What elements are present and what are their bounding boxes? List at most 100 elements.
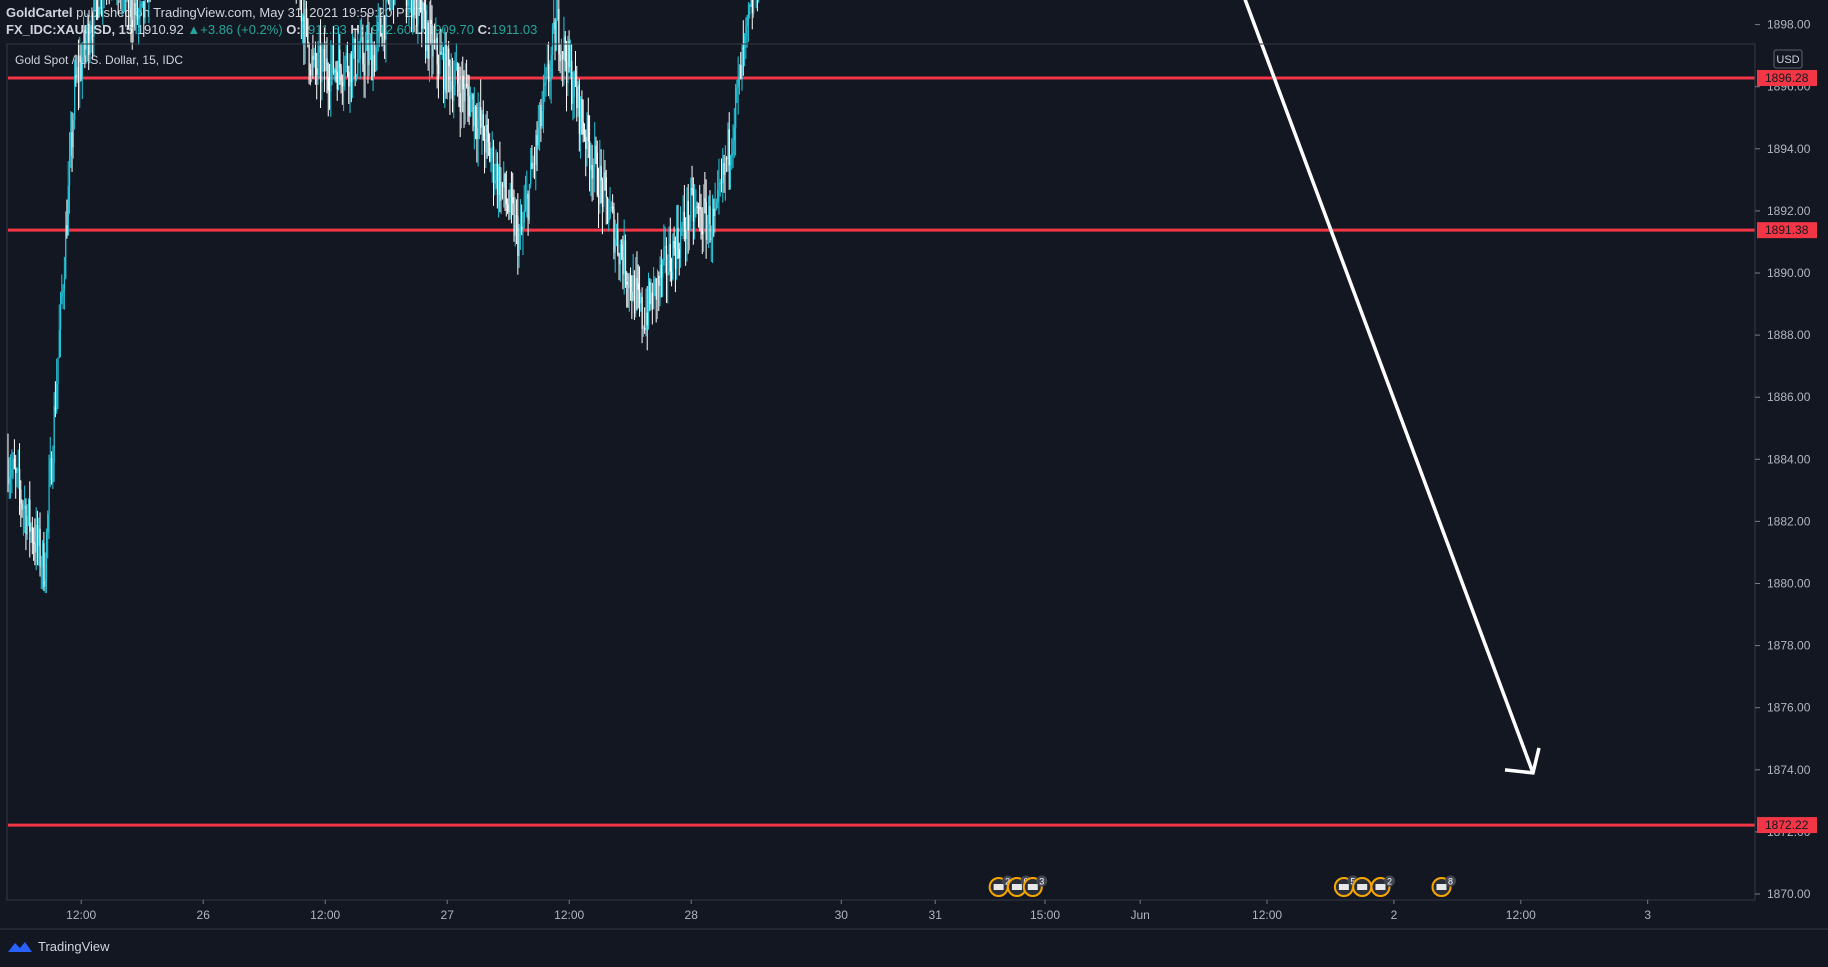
- candle-body: [449, 65, 451, 92]
- candle: [13, 439, 16, 470]
- candle-body: [134, 3, 136, 15]
- candle-body: [26, 515, 28, 535]
- candle: [139, 0, 141, 34]
- candle-body: [526, 194, 528, 199]
- candle: [736, 79, 738, 104]
- candle: [744, 33, 746, 67]
- candle: [654, 276, 656, 297]
- candle: [746, 14, 748, 48]
- candle: [640, 292, 642, 312]
- candle: [143, 0, 145, 37]
- candle: [609, 186, 611, 220]
- candle: [436, 33, 438, 89]
- candle: [509, 182, 511, 220]
- candle: [592, 158, 595, 200]
- candle: [452, 57, 454, 113]
- candle-body: [358, 58, 360, 60]
- candle-body: [320, 46, 322, 83]
- candle-body: [480, 107, 482, 128]
- candle-body: [727, 129, 729, 160]
- candle: [722, 147, 724, 203]
- candle-body: [345, 52, 347, 61]
- candle: [686, 187, 688, 262]
- candle: [648, 272, 650, 330]
- candle-body: [676, 227, 678, 270]
- candle: [337, 26, 340, 91]
- candle: [564, 31, 566, 72]
- candle-body: [590, 164, 592, 170]
- candle: [617, 212, 619, 257]
- author-name[interactable]: GoldCartel: [6, 5, 73, 20]
- candle: [341, 74, 344, 105]
- candle-body: [139, 4, 141, 15]
- tradingview-brand[interactable]: TradingView: [8, 939, 110, 954]
- candle-body: [747, 14, 750, 16]
- candle: [489, 133, 491, 163]
- candle: [655, 278, 657, 323]
- candle-body: [491, 146, 493, 158]
- candle-body: [76, 67, 78, 78]
- candle-body: [353, 38, 355, 52]
- candle: [375, 45, 377, 73]
- candle: [29, 481, 31, 558]
- candle: [697, 202, 700, 228]
- candle: [615, 223, 618, 247]
- candle: [439, 30, 441, 77]
- candle-body: [44, 580, 46, 587]
- candle: [305, 1, 308, 38]
- candle-body: [337, 49, 340, 90]
- candle-body: [501, 182, 504, 188]
- candle-body: [750, 0, 752, 5]
- candle-body: [336, 71, 338, 90]
- candle: [623, 219, 625, 295]
- candle: [521, 204, 523, 236]
- candle: [512, 172, 514, 216]
- candle-body: [127, 0, 130, 10]
- candle: [476, 103, 478, 163]
- candle: [90, 15, 92, 53]
- candle: [21, 499, 23, 518]
- y-tick-label: 1874.00: [1767, 763, 1811, 777]
- candle-body: [533, 163, 536, 165]
- candle-body: [332, 45, 335, 73]
- candle: [692, 177, 695, 245]
- candle-body: [79, 61, 81, 83]
- candle: [468, 75, 470, 125]
- last-price: 1910.92: [136, 22, 184, 37]
- candle-body: [61, 293, 63, 297]
- candle: [453, 60, 455, 119]
- candle-body: [619, 244, 622, 265]
- candle-body: [90, 34, 92, 41]
- candle: [331, 44, 333, 86]
- candle-body: [518, 232, 520, 257]
- candle: [117, 0, 119, 14]
- candle: [619, 239, 622, 282]
- candle-body: [431, 24, 433, 57]
- candle-body: [435, 37, 437, 45]
- candle: [93, 0, 95, 56]
- currency-box: [1773, 49, 1803, 69]
- candle: [735, 83, 737, 156]
- candle-body: [517, 216, 519, 257]
- candle: [10, 454, 12, 499]
- candle-body: [745, 25, 747, 37]
- candle-body: [607, 197, 609, 223]
- candle-body: [513, 203, 515, 236]
- candle: [499, 141, 501, 213]
- candle-body: [366, 40, 368, 51]
- candle-body: [664, 245, 666, 249]
- candle-body: [71, 132, 73, 148]
- candle: [471, 92, 473, 113]
- candle: [581, 90, 583, 135]
- candle: [472, 93, 474, 132]
- candle: [628, 272, 630, 312]
- candle: [525, 175, 527, 212]
- flag-icon-body: [1338, 884, 1349, 890]
- x-tick-label: 12:00: [66, 908, 96, 922]
- candle: [646, 285, 648, 351]
- candle: [554, 18, 556, 61]
- candle: [36, 510, 39, 566]
- candle-body: [359, 38, 361, 59]
- candle: [19, 443, 21, 516]
